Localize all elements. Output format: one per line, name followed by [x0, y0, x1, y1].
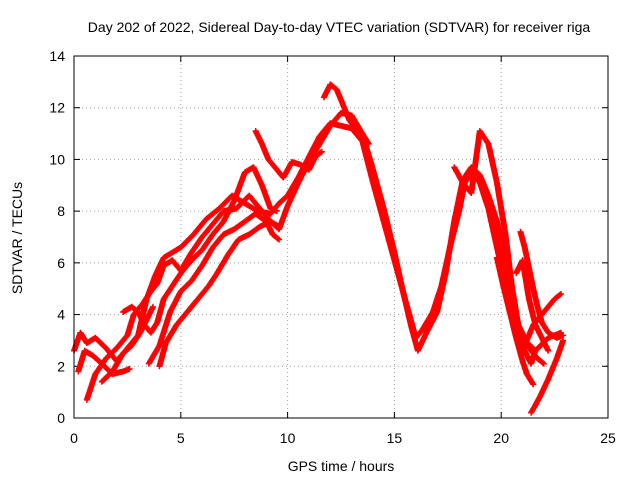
y-tick-label: 14 [49, 48, 65, 64]
x-tick-label: 15 [387, 430, 403, 446]
y-tick-label: 8 [57, 203, 65, 219]
y-tick-label: 6 [57, 255, 65, 271]
marker-trace [120, 164, 280, 336]
x-axis-label: GPS time / hours [288, 458, 395, 474]
x-tick-label: 25 [600, 430, 616, 446]
y-tick-label: 10 [49, 151, 65, 167]
series-track-13 [508, 309, 547, 367]
marker-trace [513, 257, 552, 354]
marker-trace [156, 218, 283, 370]
series-track-6 [145, 210, 283, 367]
series-track-14 [528, 337, 567, 416]
axis-tick-labels: 0 5 10 15 20 25 0 2 4 6 8 10 12 14 [49, 48, 616, 446]
series-track-12 [513, 257, 552, 354]
y-tick-label: 2 [57, 358, 65, 374]
x-tick-label: 10 [280, 430, 296, 446]
series-track-5 [120, 164, 280, 336]
y-tick-label: 12 [49, 100, 65, 116]
y-axis-label: SDTVAR / TECUs [9, 182, 25, 294]
marker-trace [528, 337, 567, 416]
marker-trace [517, 228, 567, 341]
marker-trace [320, 81, 372, 147]
x-tick-label: 5 [177, 430, 185, 446]
x-tick-label: 0 [70, 430, 78, 446]
marker-trace [508, 309, 547, 367]
y-tick-label: 4 [57, 307, 65, 323]
series-track-10 [451, 128, 539, 367]
plot-frame [73, 55, 609, 419]
series-track-7 [156, 218, 283, 370]
data-marks [71, 81, 567, 416]
marker-trace [145, 210, 283, 367]
marker-trace [252, 128, 325, 181]
x-tick-label: 20 [493, 430, 509, 446]
series-track-8 [252, 128, 325, 181]
y-tick-label: 0 [57, 410, 65, 426]
marker-trace [451, 128, 539, 367]
chart-title: Day 202 of 2022, Sidereal Day-to-day VTE… [88, 19, 591, 35]
series-track-15 [517, 228, 567, 341]
series-track-9 [320, 81, 372, 147]
